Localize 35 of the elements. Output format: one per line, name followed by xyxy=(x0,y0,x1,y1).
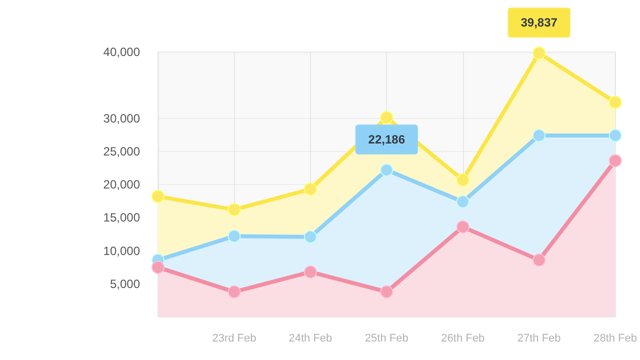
point xyxy=(532,254,546,267)
point xyxy=(532,128,546,142)
x-tick-label: 24th Feb xyxy=(288,332,332,344)
point xyxy=(228,203,241,216)
point xyxy=(228,285,241,298)
point xyxy=(152,260,164,274)
x-tick-label: 28th Feb xyxy=(594,332,637,344)
y-tick-label: 5,000 xyxy=(110,276,140,291)
point xyxy=(456,195,470,208)
point xyxy=(380,111,394,124)
point xyxy=(152,190,164,203)
point xyxy=(304,230,317,244)
point xyxy=(380,164,394,177)
point xyxy=(304,265,317,278)
y-tick-label: 30,000 xyxy=(103,111,140,126)
x-tick-label: 23rd Feb xyxy=(212,332,256,344)
point xyxy=(456,173,470,186)
point xyxy=(380,285,394,298)
data-label: 39,837 xyxy=(520,16,558,30)
point xyxy=(608,128,622,142)
point xyxy=(228,230,241,243)
point xyxy=(304,182,317,196)
data-label: 22,186 xyxy=(368,132,406,147)
y-tick-label: 10,000 xyxy=(103,244,140,258)
x-tick-label: 26th Feb xyxy=(441,332,485,344)
point xyxy=(608,154,622,168)
point xyxy=(456,220,470,234)
point xyxy=(608,96,622,109)
y-tick-label: 25,000 xyxy=(103,144,140,158)
x-tick-label: 27th Feb xyxy=(517,332,561,344)
point xyxy=(532,46,546,60)
y-tick-label: 40,000 xyxy=(103,45,140,59)
y-tick-label: 20,000 xyxy=(103,178,140,192)
y-tick-label: 15,000 xyxy=(103,210,140,225)
x-tick-label: 25th Feb xyxy=(364,332,408,344)
